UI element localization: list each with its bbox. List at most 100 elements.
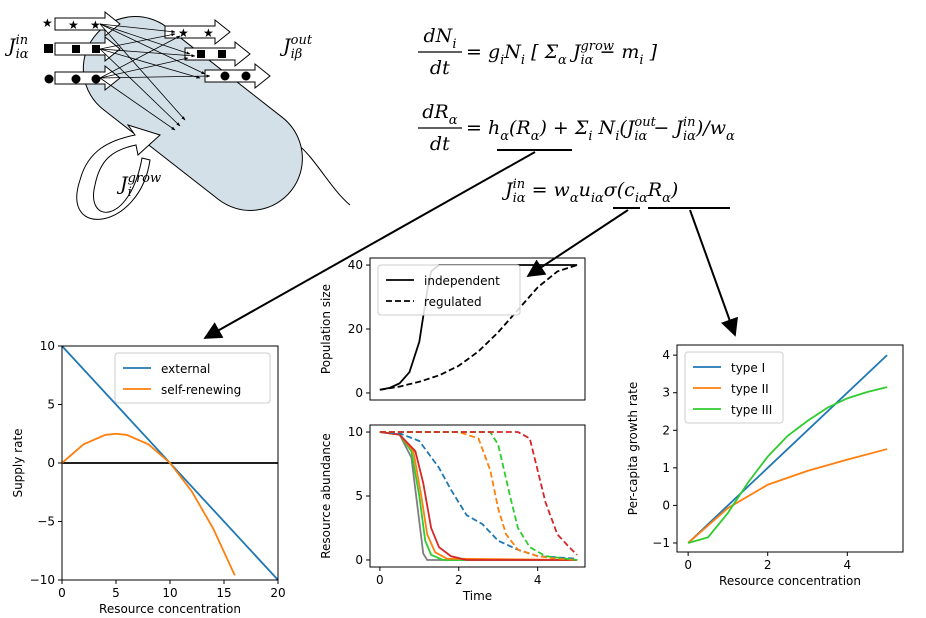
math-sub: α xyxy=(662,191,671,206)
legend-label: type III xyxy=(731,403,772,417)
math-sub: iα xyxy=(591,191,604,206)
math-text: = h xyxy=(466,117,500,139)
legend-box xyxy=(684,351,784,424)
svg-text:★: ★ xyxy=(90,18,101,32)
math-text: [ Σ xyxy=(525,41,558,63)
series-line xyxy=(379,431,578,556)
series-line xyxy=(62,432,236,576)
math-sub: α xyxy=(531,129,540,144)
math-text: ) xyxy=(670,179,678,201)
math-sup: out xyxy=(634,115,656,130)
plot-frame xyxy=(676,344,904,553)
math-sub: iα xyxy=(634,129,647,144)
x-tick-label: 15 xyxy=(216,586,231,600)
math-sub: α xyxy=(726,129,735,144)
math: Jin iα xyxy=(4,33,29,62)
legend-label: self-renewing xyxy=(161,383,241,397)
math-text: J xyxy=(116,173,129,195)
series-line xyxy=(687,386,888,544)
math-text: J xyxy=(279,35,292,57)
legend-box xyxy=(114,352,271,404)
y-tick-label: 0 xyxy=(355,386,363,400)
y-tick-label: 0 xyxy=(47,456,55,470)
y-tick-label: 1 xyxy=(662,461,670,475)
math-sub: i xyxy=(521,53,525,68)
math: dt xyxy=(430,133,450,155)
math: dt xyxy=(430,57,450,79)
math-sup: in xyxy=(513,177,526,192)
x-axis-label: Resource concentration xyxy=(719,574,861,588)
math-sub: α xyxy=(570,191,579,206)
x-tick-label: 0 xyxy=(684,558,692,572)
y-tick-label: 10 xyxy=(348,425,363,439)
math-text: J xyxy=(567,41,582,63)
math-text: dt xyxy=(430,57,450,79)
y-axis-label: Per-capita growth rate xyxy=(626,382,640,515)
math: = giNi [ Σα Jgrow iα − mi ] xyxy=(466,39,658,68)
math-text: = w xyxy=(526,179,570,201)
x-axis-label: Resource concentration xyxy=(99,602,241,616)
math-sup: in xyxy=(16,33,29,48)
x-tick-label: 4 xyxy=(534,573,542,587)
series-line xyxy=(687,354,888,544)
math-text: R xyxy=(647,179,662,201)
y-tick-label: 5 xyxy=(355,489,363,503)
math-text: J xyxy=(4,35,17,57)
y-tick-label: 3 xyxy=(662,386,670,400)
math-text: σ(c xyxy=(604,179,635,201)
x-tick-label: 20 xyxy=(270,586,285,600)
math-text: dN xyxy=(424,25,454,47)
math-sub: iα xyxy=(580,53,593,68)
svg-text:★: ★ xyxy=(178,26,189,40)
series-line xyxy=(379,431,578,561)
math-text: N xyxy=(593,117,617,139)
y-tick-label: 4 xyxy=(662,348,670,362)
math: Jout iβ xyxy=(279,33,313,62)
series-line xyxy=(379,431,578,561)
y-axis-label: Supply rate xyxy=(11,428,25,497)
series-line xyxy=(379,431,578,561)
series-line xyxy=(379,431,578,560)
math-text: − m xyxy=(593,41,639,63)
x-tick-label: 5 xyxy=(112,586,120,600)
y-tick-label: −5 xyxy=(37,515,55,529)
math-sub: iα xyxy=(16,47,29,62)
math-sup: out xyxy=(291,33,313,48)
math-text: ] xyxy=(644,41,658,63)
math-sub: i xyxy=(588,129,592,144)
cell-diagram: ★ ★ ★ ★ ★ xyxy=(42,10,351,220)
y-tick-label: 2 xyxy=(662,423,670,437)
math: dRα xyxy=(422,101,457,128)
svg-text:★: ★ xyxy=(42,16,53,30)
legend-label: type I xyxy=(731,361,765,375)
legend-label: independent xyxy=(424,274,500,288)
series-line xyxy=(379,431,578,561)
math-sub: i xyxy=(500,53,504,68)
y-tick-label: 20 xyxy=(348,322,363,336)
x-tick-label: 0 xyxy=(58,586,66,600)
math: dNi xyxy=(424,25,457,52)
math-text: dR xyxy=(422,101,448,123)
legend-label: type II xyxy=(731,382,769,396)
legend-label: regulated xyxy=(424,295,482,309)
y-tick-label: 40 xyxy=(348,258,363,272)
svg-text:★: ★ xyxy=(68,18,79,32)
y-tick-label: 0 xyxy=(355,553,363,567)
y-tick-label: 5 xyxy=(47,398,55,412)
math-text: dt xyxy=(430,133,450,155)
math-sub: i xyxy=(452,37,456,52)
series-line xyxy=(379,264,578,391)
math-sub: α xyxy=(558,53,567,68)
y-tick-label: 0 xyxy=(662,498,670,512)
svg-text:★: ★ xyxy=(203,26,214,40)
math-text: (R xyxy=(509,117,531,139)
math-sup: grow xyxy=(128,171,162,186)
series-line xyxy=(379,431,578,561)
math-text: N xyxy=(503,41,522,63)
x-tick-label: 2 xyxy=(764,558,772,572)
math-sub: iα xyxy=(635,191,648,206)
y-axis-label: Resource abundance xyxy=(319,433,333,559)
plot-frame xyxy=(369,424,586,568)
y-tick-label: −1 xyxy=(652,536,670,550)
